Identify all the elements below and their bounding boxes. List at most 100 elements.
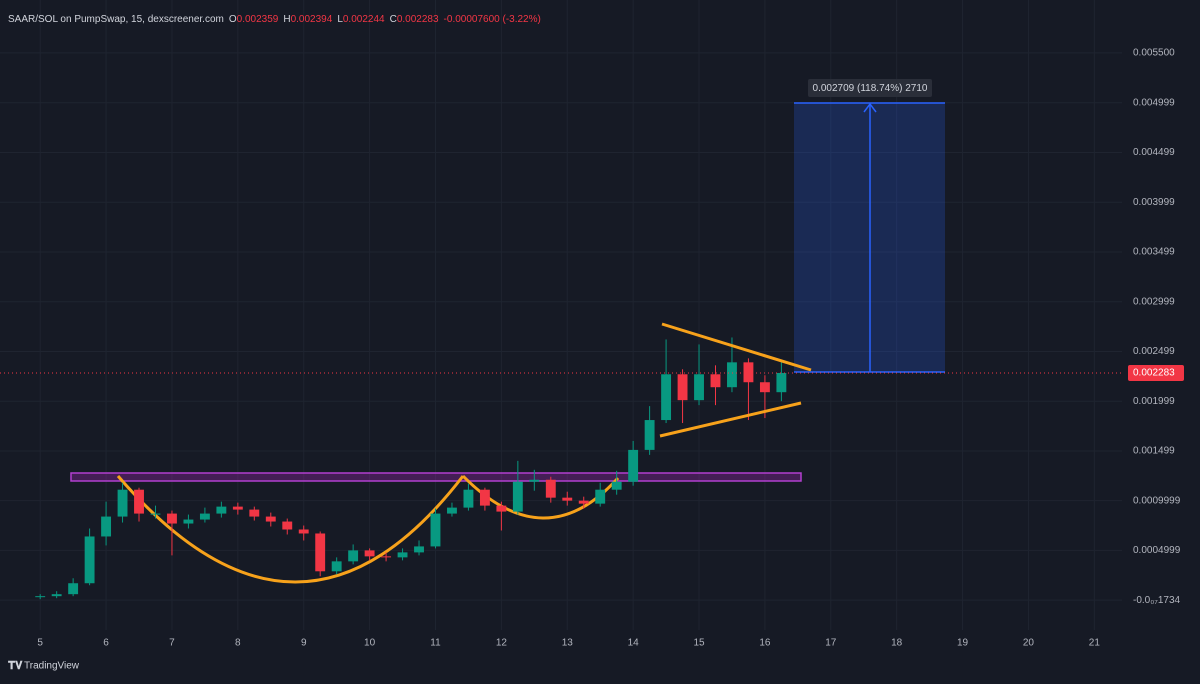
candles — [35, 337, 787, 600]
candle-body — [68, 583, 79, 595]
y-tick-label: 0.004499 — [1133, 147, 1175, 158]
header: SAAR/SOL on PumpSwap, 15, dexscreener.co… — [8, 14, 541, 25]
candle-body — [595, 489, 606, 504]
candle-body — [397, 552, 408, 558]
candle-body — [776, 372, 787, 393]
y-tick-label: 0.0009999 — [1133, 495, 1181, 506]
candle-body — [479, 489, 490, 506]
candle-body — [84, 536, 95, 584]
triangle-upper — [661, 322, 812, 372]
y-tick-label: 0.005500 — [1133, 48, 1175, 59]
cup-arc — [116, 475, 465, 584]
candle-body — [743, 362, 754, 383]
candle-body — [562, 497, 573, 501]
y-tick-label: -0.0₀₇1734 — [1133, 595, 1181, 606]
candle-body — [167, 513, 177, 524]
candle-body — [529, 479, 540, 482]
x-tick-label: 10 — [364, 638, 376, 649]
legend-value: 0.002244 — [343, 14, 385, 25]
x-tick-label: 9 — [301, 638, 307, 649]
candle-body — [348, 550, 359, 562]
candle-body — [628, 449, 639, 482]
legend-key: L — [337, 14, 343, 25]
y-tick-label: 0.002999 — [1133, 296, 1175, 307]
candle-body — [381, 556, 392, 558]
legend-key: O — [229, 14, 237, 25]
candle-body — [644, 420, 655, 450]
y-tick-label: 0.004999 — [1133, 97, 1175, 108]
candle-body — [661, 374, 672, 421]
y-tick-label: 0.003499 — [1133, 247, 1175, 258]
candle-body — [677, 374, 688, 401]
triangle-lower — [659, 401, 802, 438]
candle-body — [694, 374, 704, 401]
measure-label: 0.002709 (118.74%) 2710 — [813, 83, 928, 94]
header-title: SAAR/SOL on PumpSwap, 15, dexscreener.co… — [8, 14, 224, 25]
legend-key: H — [283, 14, 290, 25]
x-tick-label: 16 — [759, 638, 771, 649]
x-tick-label: 18 — [891, 638, 903, 649]
candle-body — [183, 519, 194, 524]
candle-body — [545, 479, 556, 498]
candle-body — [101, 516, 112, 537]
candle-body — [249, 509, 260, 517]
x-tick-label: 11 — [430, 638, 441, 649]
candle-body — [578, 500, 589, 504]
x-tick-label: 12 — [496, 638, 508, 649]
candle-body — [199, 513, 210, 520]
candle-body — [282, 521, 293, 530]
x-tick-label: 17 — [825, 638, 837, 649]
y-tick-label: 0.002499 — [1133, 346, 1175, 357]
brand-name: TradingView — [24, 661, 80, 672]
brand-logo: 𝐓𝐕 — [8, 660, 23, 672]
x-tick-label: 15 — [693, 638, 705, 649]
candle-body — [315, 533, 326, 572]
y-tick-label: 0.001499 — [1133, 446, 1175, 457]
y-tick-label: 0.003999 — [1133, 197, 1175, 208]
measure-arrowhead — [863, 102, 877, 113]
x-tick-label: 20 — [1023, 638, 1035, 649]
candle-body — [496, 505, 507, 512]
last-price-box — [1128, 364, 1184, 381]
legend-value: -0.00007600 (-3.22%) — [444, 14, 541, 25]
candle-body — [512, 481, 523, 512]
candle-body — [710, 374, 721, 388]
legend-key: C — [390, 14, 397, 25]
measure-label-box — [808, 79, 932, 97]
candle-body — [727, 362, 737, 388]
candle-body — [35, 596, 46, 598]
x-tick-label: 13 — [562, 638, 574, 649]
candle-body — [298, 529, 309, 534]
last-price-label: 0.002283 — [1133, 368, 1175, 379]
candle-body — [364, 550, 375, 557]
candle-body — [331, 561, 342, 572]
candle-body — [150, 513, 161, 515]
candle-body — [414, 546, 424, 553]
candle-body — [611, 481, 622, 490]
candle-body — [51, 594, 62, 597]
y-tick-label: 0.0004999 — [1133, 545, 1181, 556]
resistance-zone — [70, 472, 802, 482]
x-tick-label: 5 — [37, 638, 43, 649]
x-tick-label: 6 — [103, 638, 109, 649]
y-tick-label: 0.001999 — [1133, 396, 1175, 407]
candle-body — [216, 506, 227, 514]
x-tick-label: 19 — [957, 638, 969, 649]
candle-body — [265, 516, 276, 522]
legend-value: 0.002283 — [397, 14, 439, 25]
candle-body — [463, 489, 474, 508]
candle-body — [759, 382, 770, 393]
x-tick-label: 21 — [1089, 638, 1101, 649]
legend-value: 0.002394 — [291, 14, 333, 25]
candle-body — [232, 506, 243, 510]
legend-value: 0.002359 — [237, 14, 279, 25]
candle-body — [447, 507, 457, 514]
candle-body — [430, 513, 441, 547]
x-tick-label: 8 — [235, 638, 241, 649]
brand: 𝐓𝐕 TradingView — [8, 660, 80, 672]
x-tick-label: 7 — [169, 638, 175, 649]
x-tick-label: 14 — [628, 638, 640, 649]
